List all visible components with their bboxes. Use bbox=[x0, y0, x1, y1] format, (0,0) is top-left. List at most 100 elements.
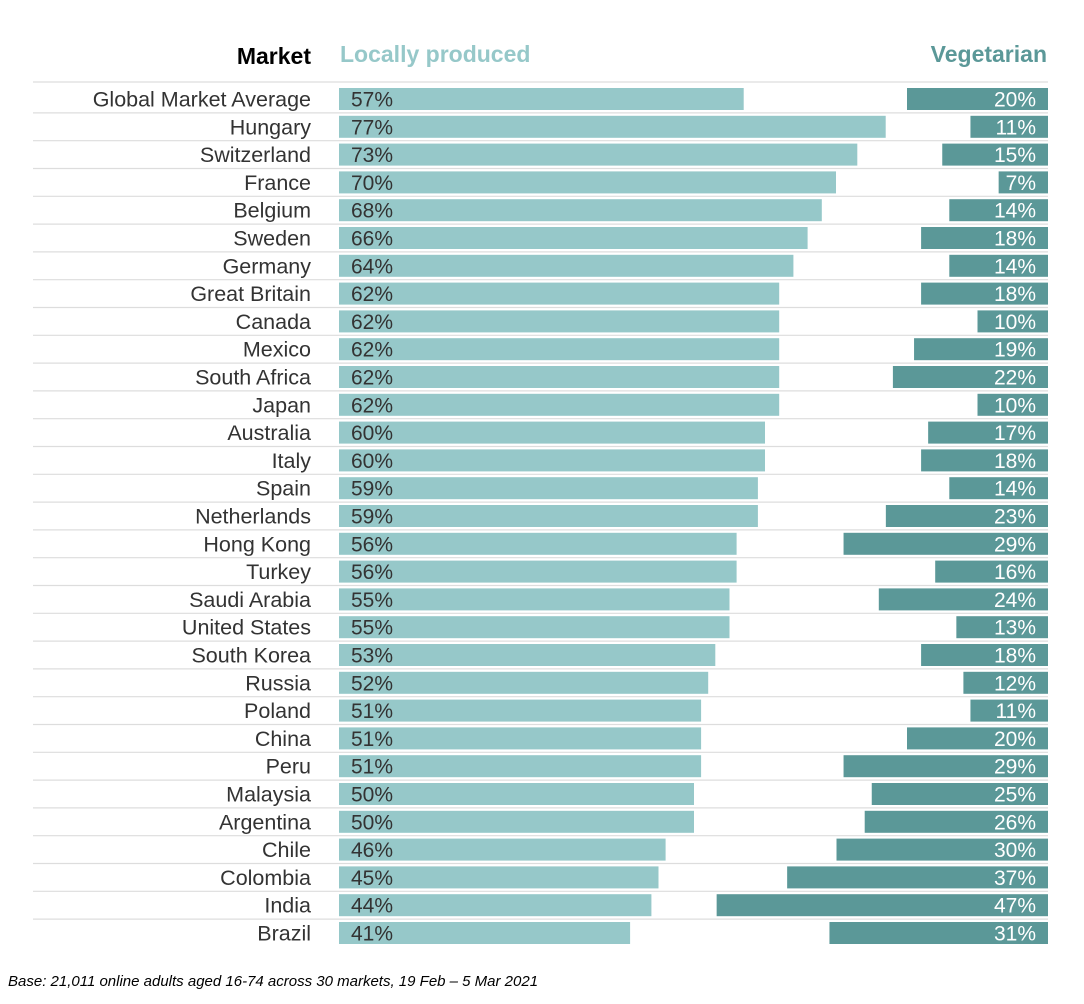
market-label: South Africa bbox=[195, 366, 311, 390]
vegetarian-bar bbox=[921, 282, 1048, 305]
locally-produced-value: 51% bbox=[351, 756, 393, 779]
market-label: Turkey bbox=[246, 560, 311, 584]
chart-row: Hungary 77% 11% bbox=[230, 115, 1048, 139]
market-label: Japan bbox=[252, 393, 311, 417]
vegetarian-value: 37% bbox=[994, 867, 1036, 890]
locally-produced-value: 52% bbox=[351, 672, 393, 695]
locally-produced-bar bbox=[339, 699, 702, 722]
market-label: United States bbox=[182, 616, 311, 640]
market-label: Sweden bbox=[233, 227, 311, 251]
vegetarian-value: 18% bbox=[994, 645, 1036, 668]
locally-produced-value: 62% bbox=[351, 283, 393, 306]
chart-row: India 44% 47% bbox=[264, 894, 1048, 918]
chart-row: Brazil 41% 31% bbox=[257, 922, 1048, 946]
chart-row: Chile 46% 30% bbox=[262, 838, 1048, 862]
chart-row: Colombia 45% 37% bbox=[220, 866, 1048, 890]
vegetarian-bar bbox=[998, 171, 1048, 194]
vegetarian-bar bbox=[843, 532, 1048, 555]
locally-produced-bar bbox=[339, 88, 744, 110]
vegetarian-bar bbox=[787, 866, 1048, 889]
vegetarian-bar bbox=[942, 143, 1048, 166]
locally-produced-bar bbox=[339, 616, 730, 639]
locally-produced-bar bbox=[339, 727, 702, 750]
locally-produced-bar bbox=[339, 755, 702, 778]
locally-produced-header: Locally produced bbox=[340, 41, 530, 67]
locally-produced-value: 53% bbox=[351, 645, 393, 668]
vegetarian-value: 12% bbox=[994, 672, 1036, 695]
locally-produced-bar bbox=[339, 532, 737, 555]
vegetarian-value: 29% bbox=[994, 533, 1036, 556]
locally-produced-bar bbox=[339, 588, 730, 611]
vegetarian-bar bbox=[949, 199, 1048, 222]
vegetarian-value: 10% bbox=[994, 311, 1036, 334]
chart-row: South Africa 62% 22% bbox=[195, 366, 1048, 390]
locally-produced-value: 62% bbox=[351, 394, 393, 417]
market-label: Global Market Average bbox=[93, 88, 311, 112]
chart-row: Turkey 56% 16% bbox=[246, 560, 1048, 584]
vegetarian-value: 24% bbox=[994, 589, 1036, 612]
market-label: Argentina bbox=[219, 810, 311, 834]
locally-produced-value: 50% bbox=[351, 811, 393, 834]
locally-produced-bar bbox=[339, 338, 780, 361]
chart-row: Malaysia 50% 25% bbox=[226, 783, 1048, 807]
vegetarian-bar bbox=[949, 254, 1048, 277]
chart-row: Peru 51% 29% bbox=[266, 755, 1048, 779]
locally-produced-value: 45% bbox=[351, 867, 393, 890]
locally-produced-bar bbox=[339, 922, 631, 944]
locally-produced-bar bbox=[339, 505, 758, 527]
vegetarian-value: 20% bbox=[994, 728, 1036, 751]
locally-produced-bar bbox=[339, 421, 765, 444]
chart-row: United States 55% 13% bbox=[182, 616, 1048, 640]
vegetarian-bar bbox=[836, 838, 1048, 861]
vegetarian-bar bbox=[716, 894, 1048, 917]
vegetarian-value: 18% bbox=[994, 450, 1036, 473]
locally-produced-bar bbox=[339, 393, 780, 416]
locally-produced-bar bbox=[339, 366, 780, 388]
market-label: Poland bbox=[244, 699, 311, 723]
locally-produced-bar bbox=[339, 644, 716, 666]
chart-row: Sweden 66% 18% bbox=[233, 227, 1048, 251]
locally-produced-value: 62% bbox=[351, 311, 393, 334]
chart-row: Mexico 62% 19% bbox=[243, 338, 1048, 362]
chart-row: Netherlands 59% 23% bbox=[195, 505, 1048, 529]
vegetarian-bar bbox=[829, 922, 1048, 944]
locally-produced-value: 55% bbox=[351, 589, 393, 612]
locally-produced-value: 73% bbox=[351, 144, 393, 167]
market-label: Germany bbox=[223, 254, 312, 278]
locally-produced-value: 50% bbox=[351, 784, 393, 807]
market-header: Market bbox=[237, 43, 311, 69]
market-label: Australia bbox=[227, 421, 311, 445]
locally-produced-bar bbox=[339, 310, 780, 333]
locally-produced-bar bbox=[339, 282, 780, 305]
locally-produced-value: 57% bbox=[351, 89, 393, 112]
market-label: China bbox=[255, 727, 311, 751]
locally-produced-value: 70% bbox=[351, 172, 393, 195]
vegetarian-bar bbox=[977, 393, 1048, 416]
chart-row: Canada 62% 10% bbox=[236, 310, 1048, 334]
vegetarian-bar bbox=[921, 644, 1048, 666]
market-label: Chile bbox=[262, 838, 311, 862]
locally-produced-bar bbox=[339, 449, 765, 472]
market-label: Hong Kong bbox=[203, 532, 311, 556]
vegetarian-bar bbox=[970, 115, 1048, 138]
chart-row: Argentina 50% 26% bbox=[219, 810, 1048, 834]
market-label: Switzerland bbox=[200, 143, 311, 167]
vegetarian-value: 25% bbox=[994, 784, 1036, 807]
locally-produced-value: 68% bbox=[351, 200, 393, 223]
market-label: Italy bbox=[272, 449, 312, 473]
vegetarian-value: 47% bbox=[994, 895, 1036, 918]
locally-produced-value: 56% bbox=[351, 561, 393, 584]
chart-row: South Korea 53% 18% bbox=[191, 644, 1048, 668]
locally-produced-value: 60% bbox=[351, 422, 393, 445]
chart-row: France 70% 7% bbox=[244, 171, 1048, 195]
vegetarian-bar bbox=[921, 449, 1048, 472]
market-label: Canada bbox=[236, 310, 311, 334]
locally-produced-bar bbox=[339, 671, 709, 694]
vegetarian-bar bbox=[871, 783, 1048, 805]
vegetarian-bar bbox=[914, 338, 1048, 361]
locally-produced-bar bbox=[339, 838, 666, 861]
market-label: Hungary bbox=[230, 115, 312, 139]
footnote: Base: 21,011 online adults aged 16-74 ac… bbox=[8, 973, 539, 990]
locally-produced-bar bbox=[339, 143, 858, 166]
vegetarian-value: 19% bbox=[994, 339, 1036, 362]
